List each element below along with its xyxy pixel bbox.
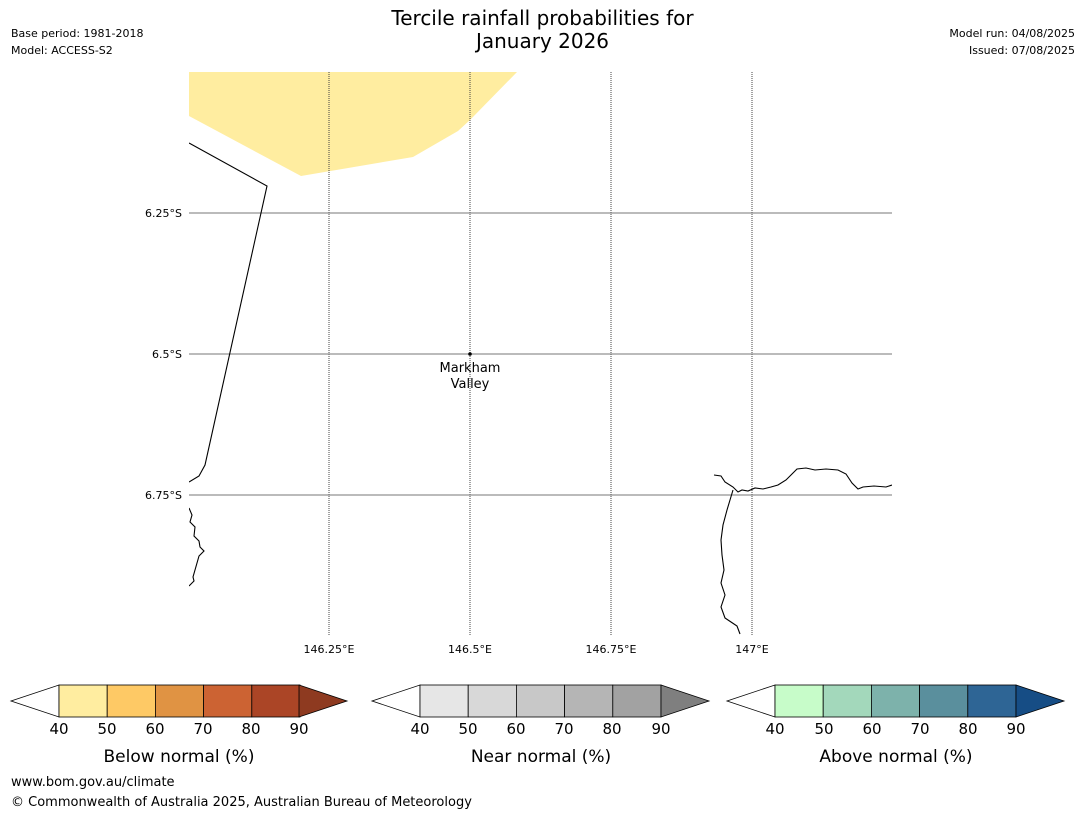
above-normal-cell-40-50	[774, 684, 824, 718]
border-line-west	[189, 142, 268, 483]
latitude-labels: 6.25°S 6.5°S 6.75°S	[145, 207, 182, 502]
graticule-parallels	[189, 212, 892, 496]
issued-text: Issued: 07/08/2025	[968, 44, 1075, 57]
lon-label-147: 147°E	[735, 643, 768, 656]
lon-label-146-5: 146.5°E	[448, 643, 492, 656]
above-normal-under-triangle	[725, 684, 776, 718]
border-lines	[189, 142, 892, 635]
place-label-line-2: Valley	[451, 377, 490, 392]
map-panel	[189, 72, 892, 635]
below-normal-cell-70-80	[203, 684, 253, 718]
near-normal-over-triangle	[660, 684, 711, 718]
below-normal-tick-50: 50	[97, 720, 116, 738]
near-normal-tick-90: 90	[651, 720, 670, 738]
near-normal-tick-70: 70	[554, 720, 573, 738]
colorbar-above-normal: 40 50 60 70 80 90 Above normal (%)	[725, 684, 1066, 767]
below-normal-cell-50-60	[106, 684, 156, 718]
below-normal-cell-60-70	[154, 684, 204, 718]
above-normal-tick-50: 50	[814, 720, 833, 738]
below-normal-shaded-region	[189, 72, 517, 176]
above-normal-tick-70: 70	[910, 720, 929, 738]
model-run-text: Model run: 04/08/2025	[949, 27, 1075, 40]
near-normal-cell-40-50	[419, 684, 469, 718]
near-normal-cell-70-80	[564, 684, 614, 718]
above-normal-tick-40: 40	[765, 720, 784, 738]
below-normal-tick-70: 70	[193, 720, 212, 738]
coastline-southwest	[189, 507, 205, 587]
above-normal-tick-60: 60	[862, 720, 881, 738]
below-normal-cell-40-50	[58, 684, 108, 718]
above-normal-label: Above normal (%)	[819, 747, 972, 767]
below-normal-over-triangle	[298, 684, 349, 718]
map-title: Tercile rainfall probabilities for Janua…	[0, 7, 1085, 53]
near-normal-cell-60-70	[515, 684, 565, 718]
place-label-line-1: Markham	[440, 361, 501, 376]
above-normal-tick-80: 80	[958, 720, 977, 738]
base-period-text: Base period: 1981-2018	[11, 27, 144, 40]
longitude-labels: 146.25°E 146.5°E 146.75°E 147°E	[304, 643, 769, 656]
title-line-2: January 2026	[475, 29, 610, 53]
lon-label-146-25: 146.25°E	[304, 643, 355, 656]
above-normal-cell-60-70	[870, 684, 920, 718]
footer-copyright: © Commonwealth of Australia 2025, Austra…	[11, 795, 472, 810]
colorbar-near-normal: 40 50 60 70 80 90 Near normal (%)	[370, 684, 711, 767]
above-normal-cell-50-60	[822, 684, 872, 718]
above-normal-color-cells	[774, 684, 1017, 718]
below-normal-tick-80: 80	[241, 720, 260, 738]
below-normal-label: Below normal (%)	[104, 747, 255, 767]
below-normal-tick-60: 60	[145, 720, 164, 738]
below-normal-ticks: 40 50 60 70 80 90	[49, 720, 308, 738]
below-normal-under-triangle	[9, 684, 60, 718]
near-normal-color-cells	[419, 684, 662, 718]
above-normal-tick-90: 90	[1006, 720, 1025, 738]
above-normal-over-triangle	[1015, 684, 1066, 718]
footer-url: www.bom.gov.au/climate	[11, 775, 175, 790]
title-line-1: Tercile rainfall probabilities for	[391, 6, 694, 30]
coastline-east	[713, 467, 892, 493]
below-normal-cell-80-90	[251, 684, 301, 718]
below-normal-tick-40: 40	[49, 720, 68, 738]
metadata-left: Base period: 1981-2018 Model: ACCESS-S2	[11, 25, 143, 59]
above-normal-cell-80-90	[967, 684, 1017, 718]
place-label: Markham Valley	[440, 361, 501, 392]
lat-label-6-5: 6.5°S	[152, 348, 182, 361]
near-normal-cell-80-90	[612, 684, 662, 718]
above-normal-ticks: 40 50 60 70 80 90	[765, 720, 1025, 738]
near-normal-tick-80: 80	[602, 720, 621, 738]
markham-valley-marker	[468, 352, 472, 356]
near-normal-under-triangle	[370, 684, 421, 718]
below-normal-color-cells	[58, 684, 301, 718]
near-normal-tick-50: 50	[458, 720, 477, 738]
lon-label-146-75: 146.75°E	[586, 643, 637, 656]
metadata-right: Model run: 04/08/2025 Issued: 07/08/2025	[949, 25, 1075, 59]
model-text: Model: ACCESS-S2	[11, 44, 113, 57]
lat-label-6-75: 6.75°S	[145, 489, 182, 502]
near-normal-tick-40: 40	[410, 720, 429, 738]
near-normal-tick-60: 60	[506, 720, 525, 738]
near-normal-label: Near normal (%)	[471, 747, 611, 767]
above-normal-cell-70-80	[919, 684, 969, 718]
near-normal-ticks: 40 50 60 70 80 90	[410, 720, 670, 738]
below-normal-tick-90: 90	[289, 720, 308, 738]
lat-label-6-25: 6.25°S	[145, 207, 182, 220]
coastline-south-inlet	[720, 489, 741, 635]
near-normal-cell-50-60	[467, 684, 517, 718]
colorbar-below-normal: 40 50 60 70 80 90 Below normal (%)	[9, 684, 349, 767]
